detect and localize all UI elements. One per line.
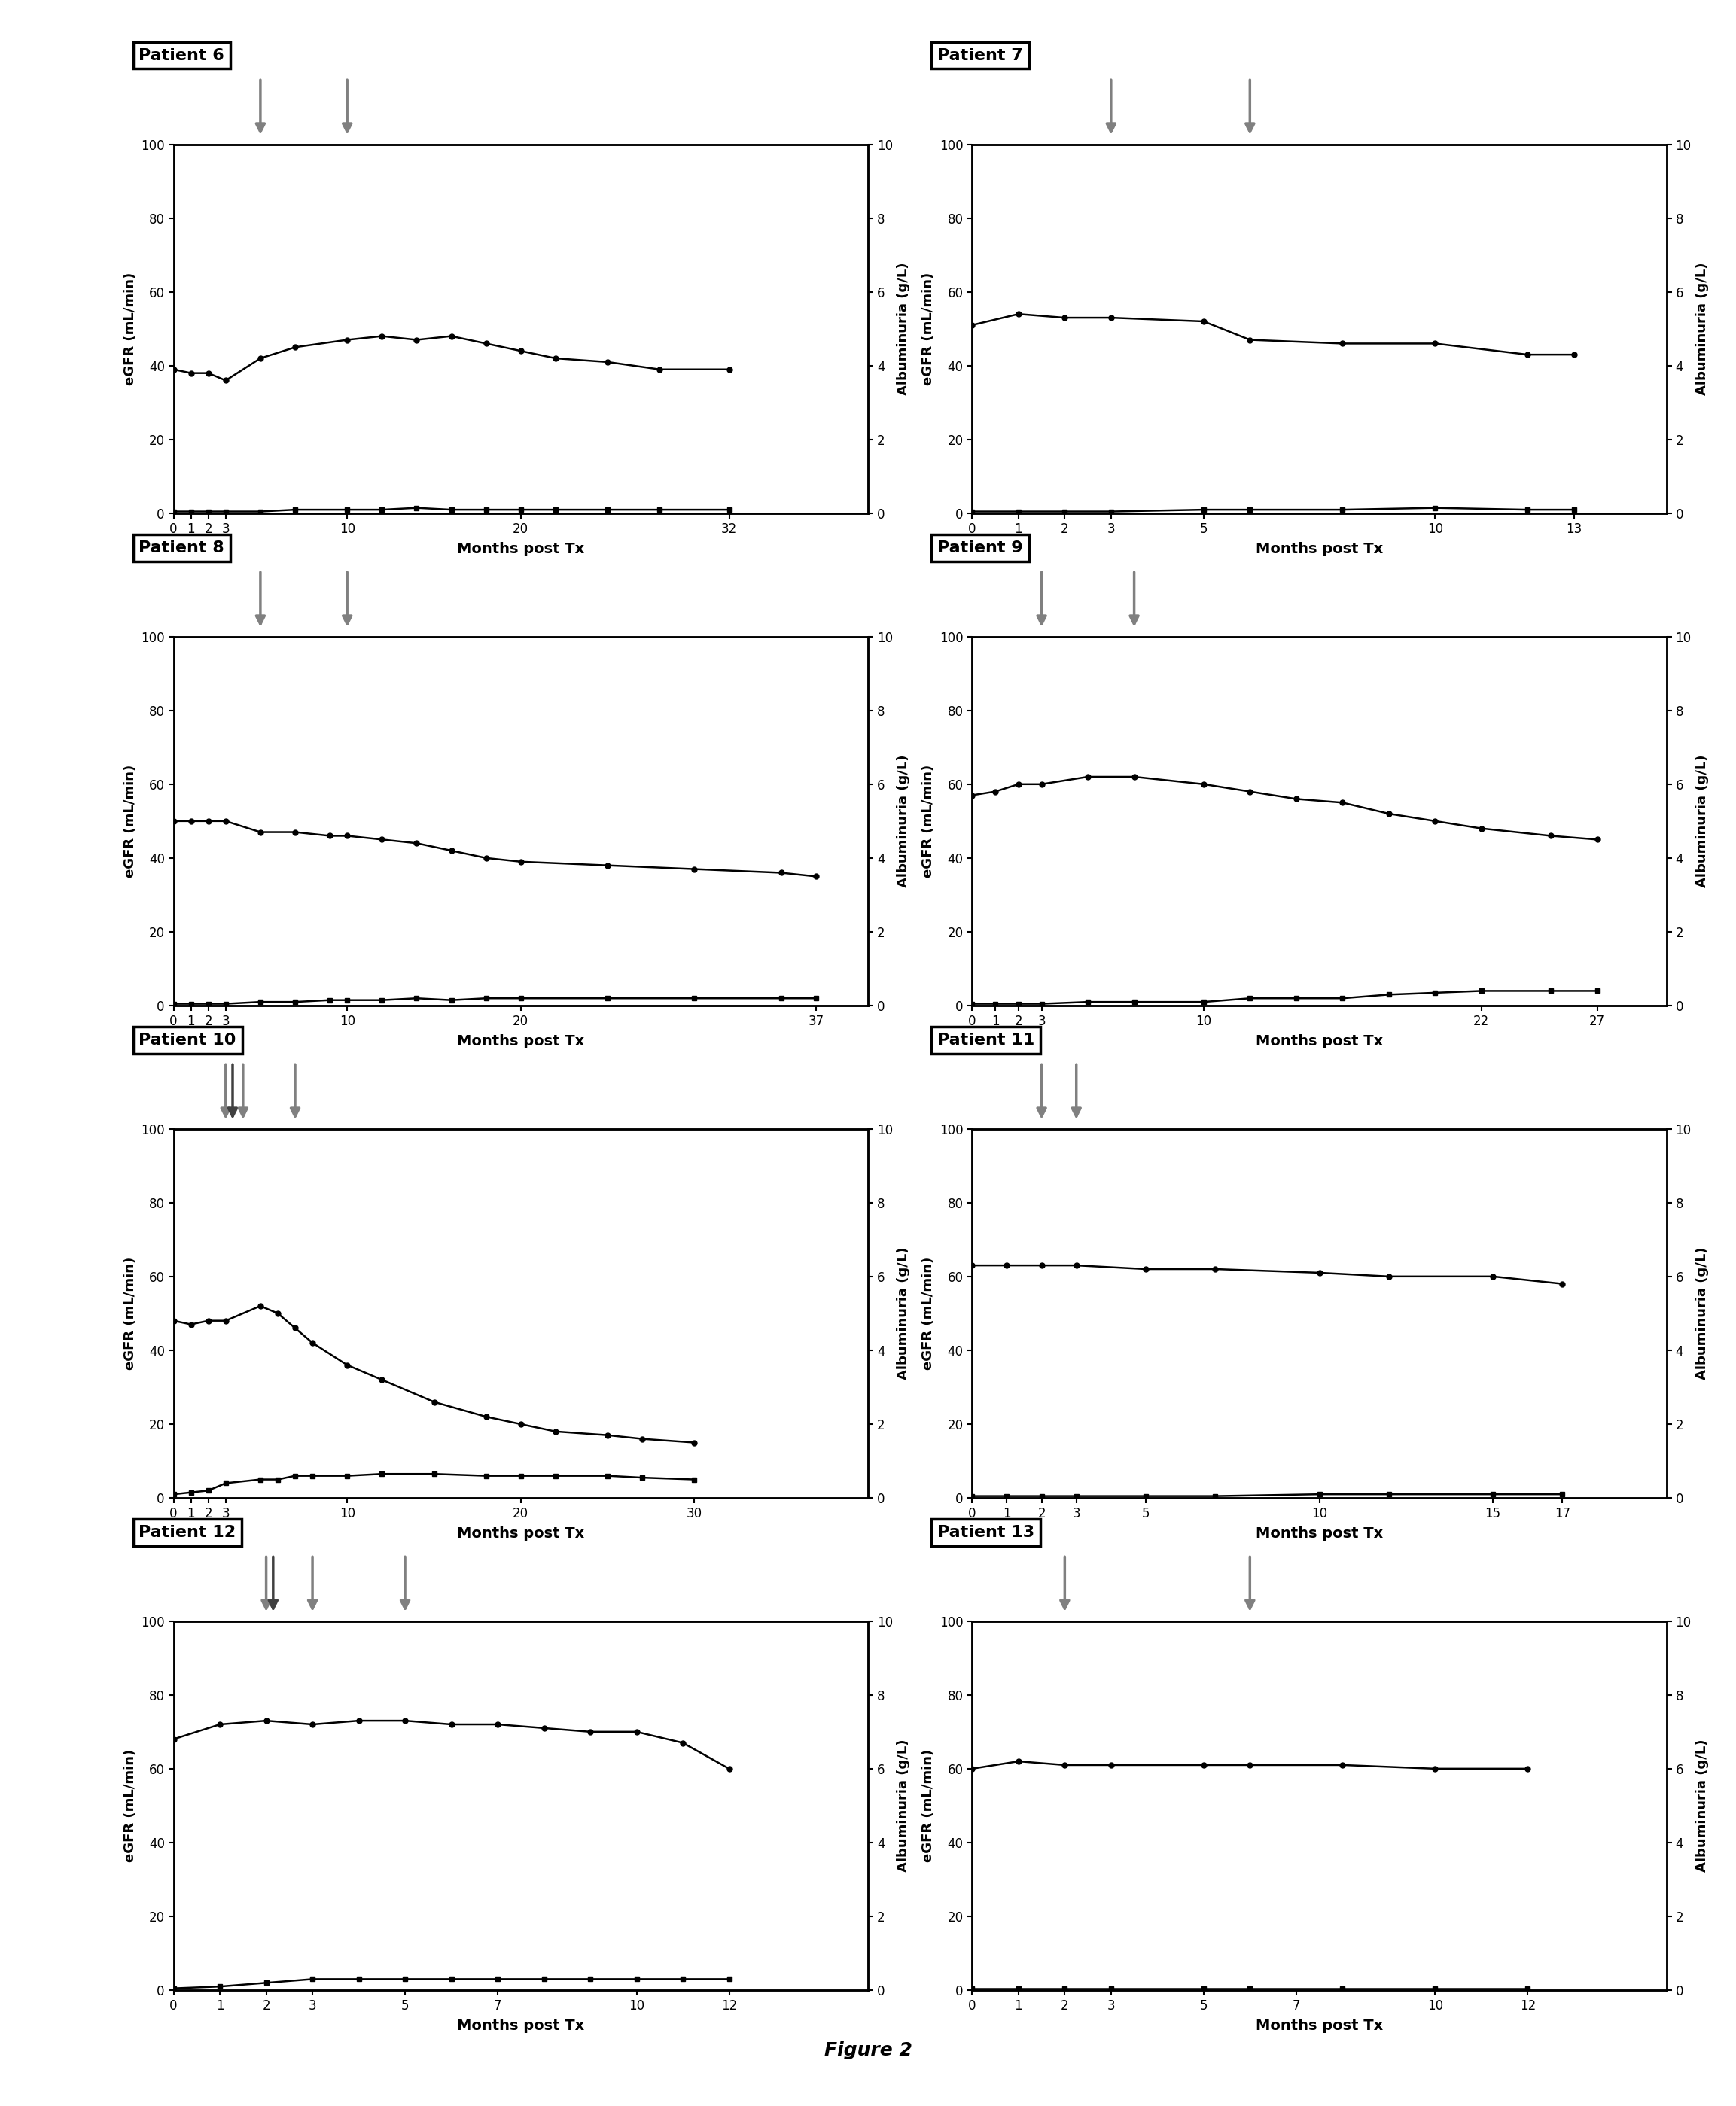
Y-axis label: Albuminuria (g/L): Albuminuria (g/L) — [898, 1740, 910, 1872]
Y-axis label: eGFR (mL/min): eGFR (mL/min) — [922, 272, 936, 385]
Y-axis label: Albuminuria (g/L): Albuminuria (g/L) — [1696, 754, 1708, 887]
Text: Patient 6: Patient 6 — [139, 48, 224, 63]
X-axis label: Months post Tx: Months post Tx — [457, 1527, 585, 1542]
Y-axis label: Albuminuria (g/L): Albuminuria (g/L) — [1696, 263, 1708, 396]
Text: Patient 11: Patient 11 — [937, 1032, 1035, 1047]
X-axis label: Months post Tx: Months post Tx — [1255, 541, 1384, 556]
Y-axis label: Albuminuria (g/L): Albuminuria (g/L) — [898, 1247, 910, 1379]
X-axis label: Months post Tx: Months post Tx — [457, 2020, 585, 2032]
X-axis label: Months post Tx: Months post Tx — [1255, 1034, 1384, 1049]
Y-axis label: eGFR (mL/min): eGFR (mL/min) — [922, 764, 936, 878]
Y-axis label: eGFR (mL/min): eGFR (mL/min) — [123, 764, 137, 878]
X-axis label: Months post Tx: Months post Tx — [457, 1034, 585, 1049]
Y-axis label: Albuminuria (g/L): Albuminuria (g/L) — [898, 754, 910, 887]
Text: Patient 12: Patient 12 — [139, 1525, 236, 1539]
Text: Patient 8: Patient 8 — [139, 541, 224, 556]
Text: Patient 9: Patient 9 — [937, 541, 1023, 556]
Text: Patient 13: Patient 13 — [937, 1525, 1035, 1539]
Y-axis label: eGFR (mL/min): eGFR (mL/min) — [123, 1257, 137, 1369]
Y-axis label: Albuminuria (g/L): Albuminuria (g/L) — [898, 263, 910, 396]
Text: Figure 2: Figure 2 — [825, 2041, 911, 2060]
Y-axis label: Albuminuria (g/L): Albuminuria (g/L) — [1696, 1247, 1708, 1379]
Y-axis label: eGFR (mL/min): eGFR (mL/min) — [123, 1750, 137, 1862]
X-axis label: Months post Tx: Months post Tx — [1255, 2020, 1384, 2032]
Y-axis label: eGFR (mL/min): eGFR (mL/min) — [123, 272, 137, 385]
X-axis label: Months post Tx: Months post Tx — [457, 541, 585, 556]
Y-axis label: eGFR (mL/min): eGFR (mL/min) — [922, 1257, 936, 1369]
Text: Patient 10: Patient 10 — [139, 1032, 236, 1047]
Y-axis label: eGFR (mL/min): eGFR (mL/min) — [922, 1750, 936, 1862]
Y-axis label: Albuminuria (g/L): Albuminuria (g/L) — [1696, 1740, 1708, 1872]
X-axis label: Months post Tx: Months post Tx — [1255, 1527, 1384, 1542]
Text: Patient 7: Patient 7 — [937, 48, 1023, 63]
